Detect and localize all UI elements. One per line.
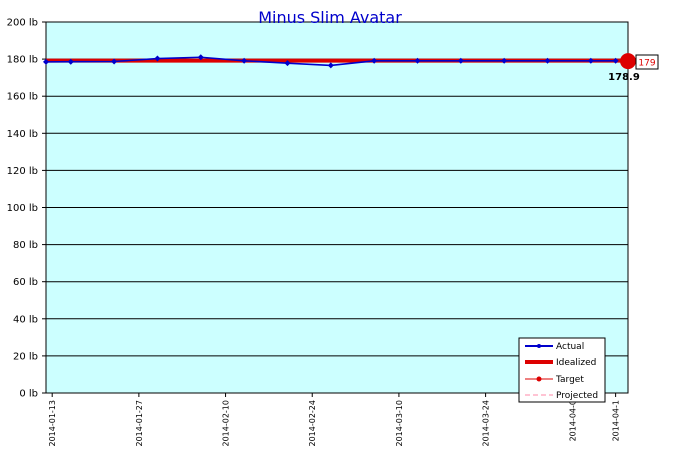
- y-tick-label: 40 lb: [13, 314, 38, 325]
- legend-target-marker: [536, 376, 542, 382]
- x-tick-label: 2014-04-1: [612, 400, 621, 441]
- actual-point: [414, 57, 421, 64]
- y-axis: 0 lb 20 lb 40 lb 60 lb 80 lb 100 lb 120 lb 140 …: [7, 18, 46, 400]
- x-tick-label: 2014-03-24: [482, 400, 491, 447]
- endpoint-annotation: 179 178.9: [608, 54, 659, 83]
- y-tick-label: 180 lb: [7, 55, 38, 66]
- actual-point: [544, 57, 551, 64]
- actual-point: [501, 57, 508, 64]
- endpoint-value-label: 178.9: [608, 72, 640, 83]
- legend-actual-label: Actual: [556, 342, 584, 352]
- target-label-box: [635, 54, 659, 70]
- legend-box: [518, 337, 606, 403]
- y-tick-label: 120 lb: [7, 166, 38, 177]
- legend-actual-marker: [537, 344, 541, 348]
- target-label: 179: [638, 59, 655, 69]
- x-tick-label: 2014-02-10: [222, 400, 231, 447]
- legend-projected-label: Projected: [556, 391, 598, 401]
- series-layer: [43, 53, 636, 70]
- actual-point: [457, 57, 464, 64]
- chart-title: Minus Slim Avatar: [258, 8, 402, 27]
- x-tick-label: 2014-03-10: [395, 400, 404, 447]
- legend-target-label: Target: [555, 375, 584, 385]
- actual-point: [43, 58, 49, 65]
- actual-point: [67, 58, 74, 65]
- y-tick-label: 160 lb: [7, 92, 38, 103]
- actual-point: [327, 62, 334, 69]
- y-tick-label: 60 lb: [13, 277, 38, 288]
- x-tick-label: 2014-02-24: [308, 400, 317, 447]
- actual-point: [612, 57, 619, 64]
- actual-point: [284, 60, 291, 67]
- actual-point: [111, 58, 118, 65]
- y-tick-label: 200 lb: [7, 18, 38, 29]
- x-tick-label: 2014-01-27: [135, 400, 144, 447]
- y-tick-label: 0 lb: [19, 389, 38, 400]
- actual-point: [587, 57, 594, 64]
- y-tick-label: 100 lb: [7, 203, 38, 214]
- x-tick-label: 2014-01-13: [48, 400, 57, 447]
- actual-point: [371, 57, 378, 64]
- y-tick-label: 80 lb: [13, 240, 38, 251]
- y-tick-label: 140 lb: [7, 129, 38, 140]
- actual-point: [154, 55, 161, 62]
- x-tick-label: 2014-04-0: [568, 400, 577, 441]
- y-tick-label: 20 lb: [13, 351, 38, 362]
- legend: Actual Idealized Target Projected: [518, 337, 606, 403]
- legend-idealized-label: Idealized: [556, 358, 596, 368]
- actual-point: [197, 54, 204, 61]
- actual-point: [241, 57, 248, 64]
- x-axis: 2014-01-13 2014-01-27 2014-02-10 2014-02-24…: [48, 393, 621, 447]
- endpoint-marker: [620, 53, 636, 70]
